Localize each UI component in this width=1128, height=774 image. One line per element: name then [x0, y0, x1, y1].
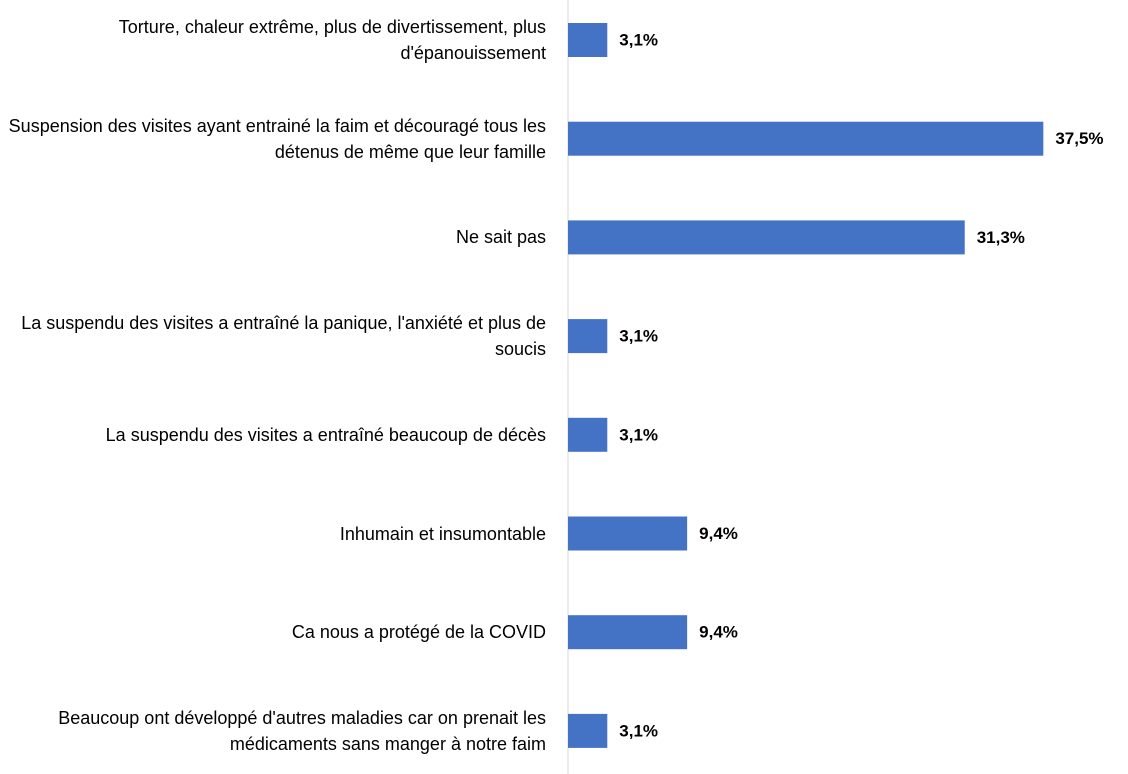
value-label: 3,1%: [619, 327, 658, 346]
value-label: 3,1%: [619, 30, 658, 49]
bar: [568, 23, 608, 57]
category-label: La suspendu des visites a entraîné la pa…: [21, 313, 546, 360]
bar: [568, 121, 1044, 156]
value-label: 3,1%: [619, 425, 658, 444]
value-label: 3,1%: [619, 721, 658, 740]
category-label: Inhumain et insumontable: [339, 523, 546, 544]
category-label: Beaucoup ont développé d'autres maladies…: [58, 707, 546, 754]
category-label: Ca nous a protégé de la COVID: [291, 622, 546, 643]
value-label: 37,5%: [1055, 129, 1103, 148]
category-label: Ne sait pas: [455, 227, 546, 248]
category-label: Suspension des visites ayant entrainé la…: [8, 115, 546, 162]
category-label: La suspendu des visites a entraîné beauc…: [105, 424, 546, 445]
bar: [568, 319, 608, 354]
value-label: 9,4%: [699, 623, 738, 642]
value-label: 9,4%: [699, 524, 738, 543]
bar: [568, 516, 688, 551]
value-label: 31,3%: [977, 228, 1025, 247]
bar: [568, 615, 688, 650]
category-label: Torture, chaleur extrême, plus de divert…: [118, 17, 546, 63]
bar: [568, 417, 608, 452]
bar: [568, 713, 608, 748]
bar: [568, 220, 965, 255]
